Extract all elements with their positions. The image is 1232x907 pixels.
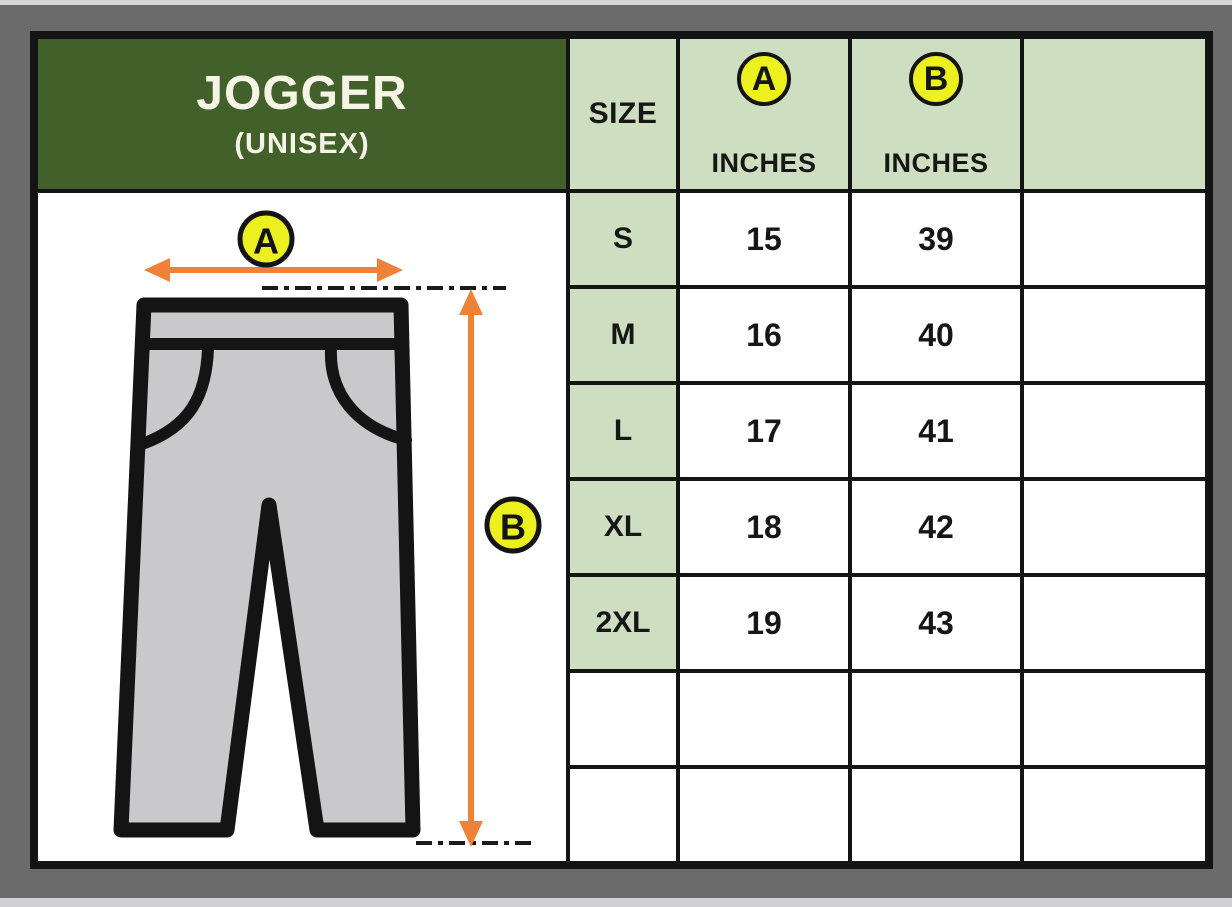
- row-2xl-extra: [1024, 577, 1205, 669]
- pocket-right-curve: [324, 343, 412, 446]
- empty-row-1-size: [570, 673, 676, 765]
- bottom-light-strip: [0, 898, 1232, 907]
- empty-row-1-extra: [1024, 673, 1205, 765]
- row-s-b-value: 39: [852, 193, 1020, 285]
- empty-row-1-a: [680, 673, 848, 765]
- row-s-extra: [1024, 193, 1205, 285]
- size-column-label: SIZE: [588, 97, 658, 130]
- jogger-diagram: A B: [113, 210, 542, 847]
- row-l-size: L: [570, 385, 676, 477]
- diagram-b-letter: B: [500, 507, 526, 548]
- empty-row-2-extra: [1024, 769, 1205, 861]
- row-m-b-value: 40: [852, 289, 1020, 381]
- diagram-b-badge-icon: B: [484, 496, 542, 554]
- col-header-empty: [1024, 39, 1205, 189]
- row-xl-b-value: 42: [852, 481, 1020, 573]
- col-header-a: A INCHES: [680, 39, 848, 189]
- length-arrow-b: [459, 289, 483, 847]
- measure-a-badge-icon: A: [737, 52, 791, 106]
- col-header-b: B INCHES: [852, 39, 1020, 189]
- empty-row-1-b: [852, 673, 1020, 765]
- b-unit-label: INCHES: [883, 148, 989, 178]
- chart-title-cell: JOGGER (UNISEX): [38, 39, 566, 189]
- col-header-size: SIZE: [570, 39, 676, 189]
- top-light-strip: [0, 0, 1232, 5]
- row-l-b-value: 41: [852, 385, 1020, 477]
- measure-a-letter: A: [751, 60, 777, 98]
- chart-title: JOGGER: [196, 66, 408, 120]
- row-2xl-size: 2XL: [570, 577, 676, 669]
- row-xl-a-value: 18: [680, 481, 848, 573]
- row-2xl-a-value: 19: [680, 577, 848, 669]
- pants-outline: [113, 297, 421, 838]
- width-arrow-a: [144, 258, 403, 282]
- row-m-size: M: [570, 289, 676, 381]
- diagram-a-badge-icon: A: [237, 210, 295, 268]
- row-l-extra: [1024, 385, 1205, 477]
- row-s-a-value: 15: [680, 193, 848, 285]
- row-s-size: S: [570, 193, 676, 285]
- empty-row-2-size: [570, 769, 676, 861]
- empty-row-2-a: [680, 769, 848, 861]
- row-m-extra: [1024, 289, 1205, 381]
- row-xl-size: XL: [570, 481, 676, 573]
- row-l-a-value: 17: [680, 385, 848, 477]
- row-m-a-value: 16: [680, 289, 848, 381]
- row-xl-extra: [1024, 481, 1205, 573]
- diagram-a-letter: A: [253, 221, 279, 262]
- pocket-left-curve: [136, 343, 214, 450]
- row-2xl-b-value: 43: [852, 577, 1020, 669]
- empty-row-2-b: [852, 769, 1020, 861]
- chart-subtitle: (UNISEX): [234, 127, 370, 160]
- measure-b-letter: B: [923, 60, 949, 98]
- jogger-diagram-cell: A B: [38, 193, 566, 861]
- measure-b-badge-icon: B: [909, 52, 963, 106]
- size-chart-table: JOGGER (UNISEX) SIZE A INCHES B INCHES: [30, 31, 1213, 869]
- a-unit-label: INCHES: [711, 148, 817, 178]
